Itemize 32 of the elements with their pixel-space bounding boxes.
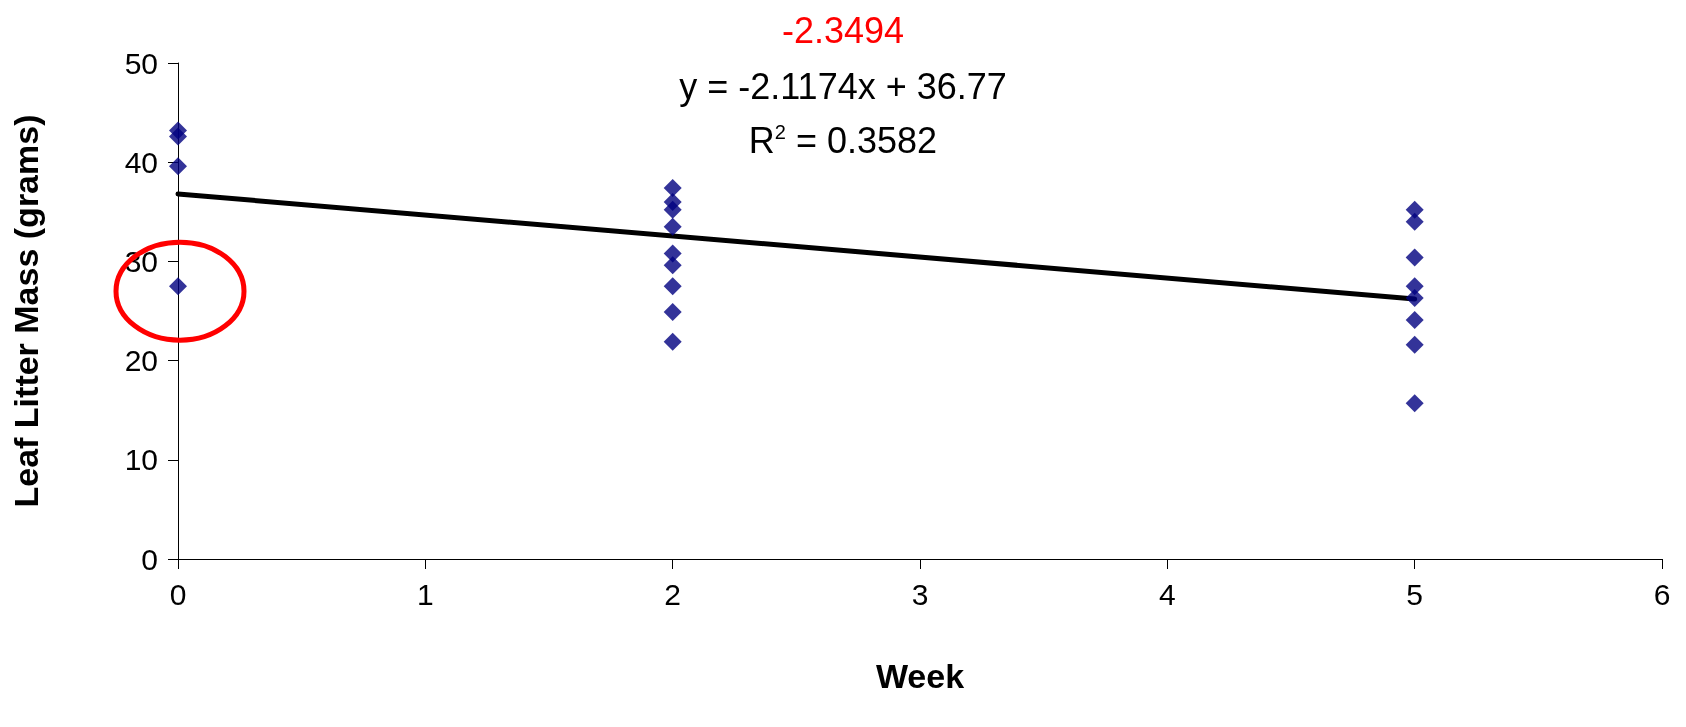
- point: [663, 178, 682, 197]
- x-tick-label: 4: [1158, 577, 1176, 611]
- text: -2.3494: [781, 9, 905, 51]
- y-tick-label: 0: [141, 542, 158, 576]
- point: [663, 200, 682, 219]
- y-tick-label: 10: [124, 443, 158, 477]
- point: [1405, 248, 1424, 267]
- x-axis-title: Week: [875, 657, 965, 695]
- x-tick-label: 6: [1653, 577, 1671, 611]
- x-tick-label: 5: [1406, 577, 1424, 611]
- point: [1405, 335, 1424, 354]
- y-tick-label: 40: [124, 145, 158, 179]
- point: [169, 157, 187, 176]
- point: [663, 217, 682, 236]
- point: [1405, 289, 1424, 308]
- point: [1405, 310, 1424, 329]
- x-tick-label: 2: [664, 577, 682, 611]
- point: [663, 332, 682, 351]
- annotation: y = -2.1174x + 36.77: [679, 65, 1007, 107]
- y-tick-label: 50: [124, 46, 158, 80]
- point: [663, 277, 682, 296]
- x-tick-label: 0: [169, 577, 187, 611]
- point: [1405, 212, 1424, 231]
- x-tick-label: 3: [911, 577, 929, 611]
- point: [169, 277, 187, 296]
- point: [663, 256, 682, 275]
- x-tick-label: 1: [416, 577, 434, 611]
- y-axis-title: Leaf Litter Mass (grams): [7, 114, 45, 508]
- point: [169, 127, 187, 146]
- point: [1405, 394, 1424, 413]
- point: [663, 302, 682, 321]
- y-tick-label: 20: [124, 344, 158, 378]
